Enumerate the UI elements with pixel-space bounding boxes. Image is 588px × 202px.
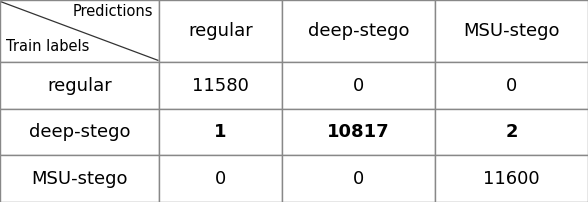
Text: 0: 0 — [506, 77, 517, 95]
Text: regular: regular — [47, 77, 112, 95]
Bar — [435, 62, 588, 109]
Bar — [0, 0, 159, 62]
Text: 1: 1 — [214, 123, 227, 141]
Bar — [282, 62, 435, 109]
Text: 0: 0 — [215, 170, 226, 188]
Bar — [282, 0, 435, 62]
Bar — [435, 155, 588, 202]
Text: MSU-stego: MSU-stego — [31, 170, 128, 188]
Text: 0: 0 — [353, 77, 364, 95]
Bar — [159, 109, 282, 155]
Bar — [159, 155, 282, 202]
Text: 11580: 11580 — [192, 77, 249, 95]
Text: Train labels: Train labels — [6, 39, 89, 54]
Bar — [282, 155, 435, 202]
Bar — [0, 62, 159, 109]
Text: regular: regular — [188, 22, 253, 40]
Bar — [159, 0, 282, 62]
Text: 10817: 10817 — [327, 123, 390, 141]
Text: deep-stego: deep-stego — [308, 22, 409, 40]
Bar — [282, 109, 435, 155]
Text: MSU-stego: MSU-stego — [463, 22, 560, 40]
Text: 0: 0 — [353, 170, 364, 188]
Text: deep-stego: deep-stego — [29, 123, 131, 141]
Bar — [0, 109, 159, 155]
Bar — [0, 155, 159, 202]
Text: 2: 2 — [505, 123, 518, 141]
Bar — [435, 109, 588, 155]
Text: Predictions: Predictions — [73, 4, 153, 19]
Bar — [435, 0, 588, 62]
Text: 11600: 11600 — [483, 170, 540, 188]
Bar — [159, 62, 282, 109]
